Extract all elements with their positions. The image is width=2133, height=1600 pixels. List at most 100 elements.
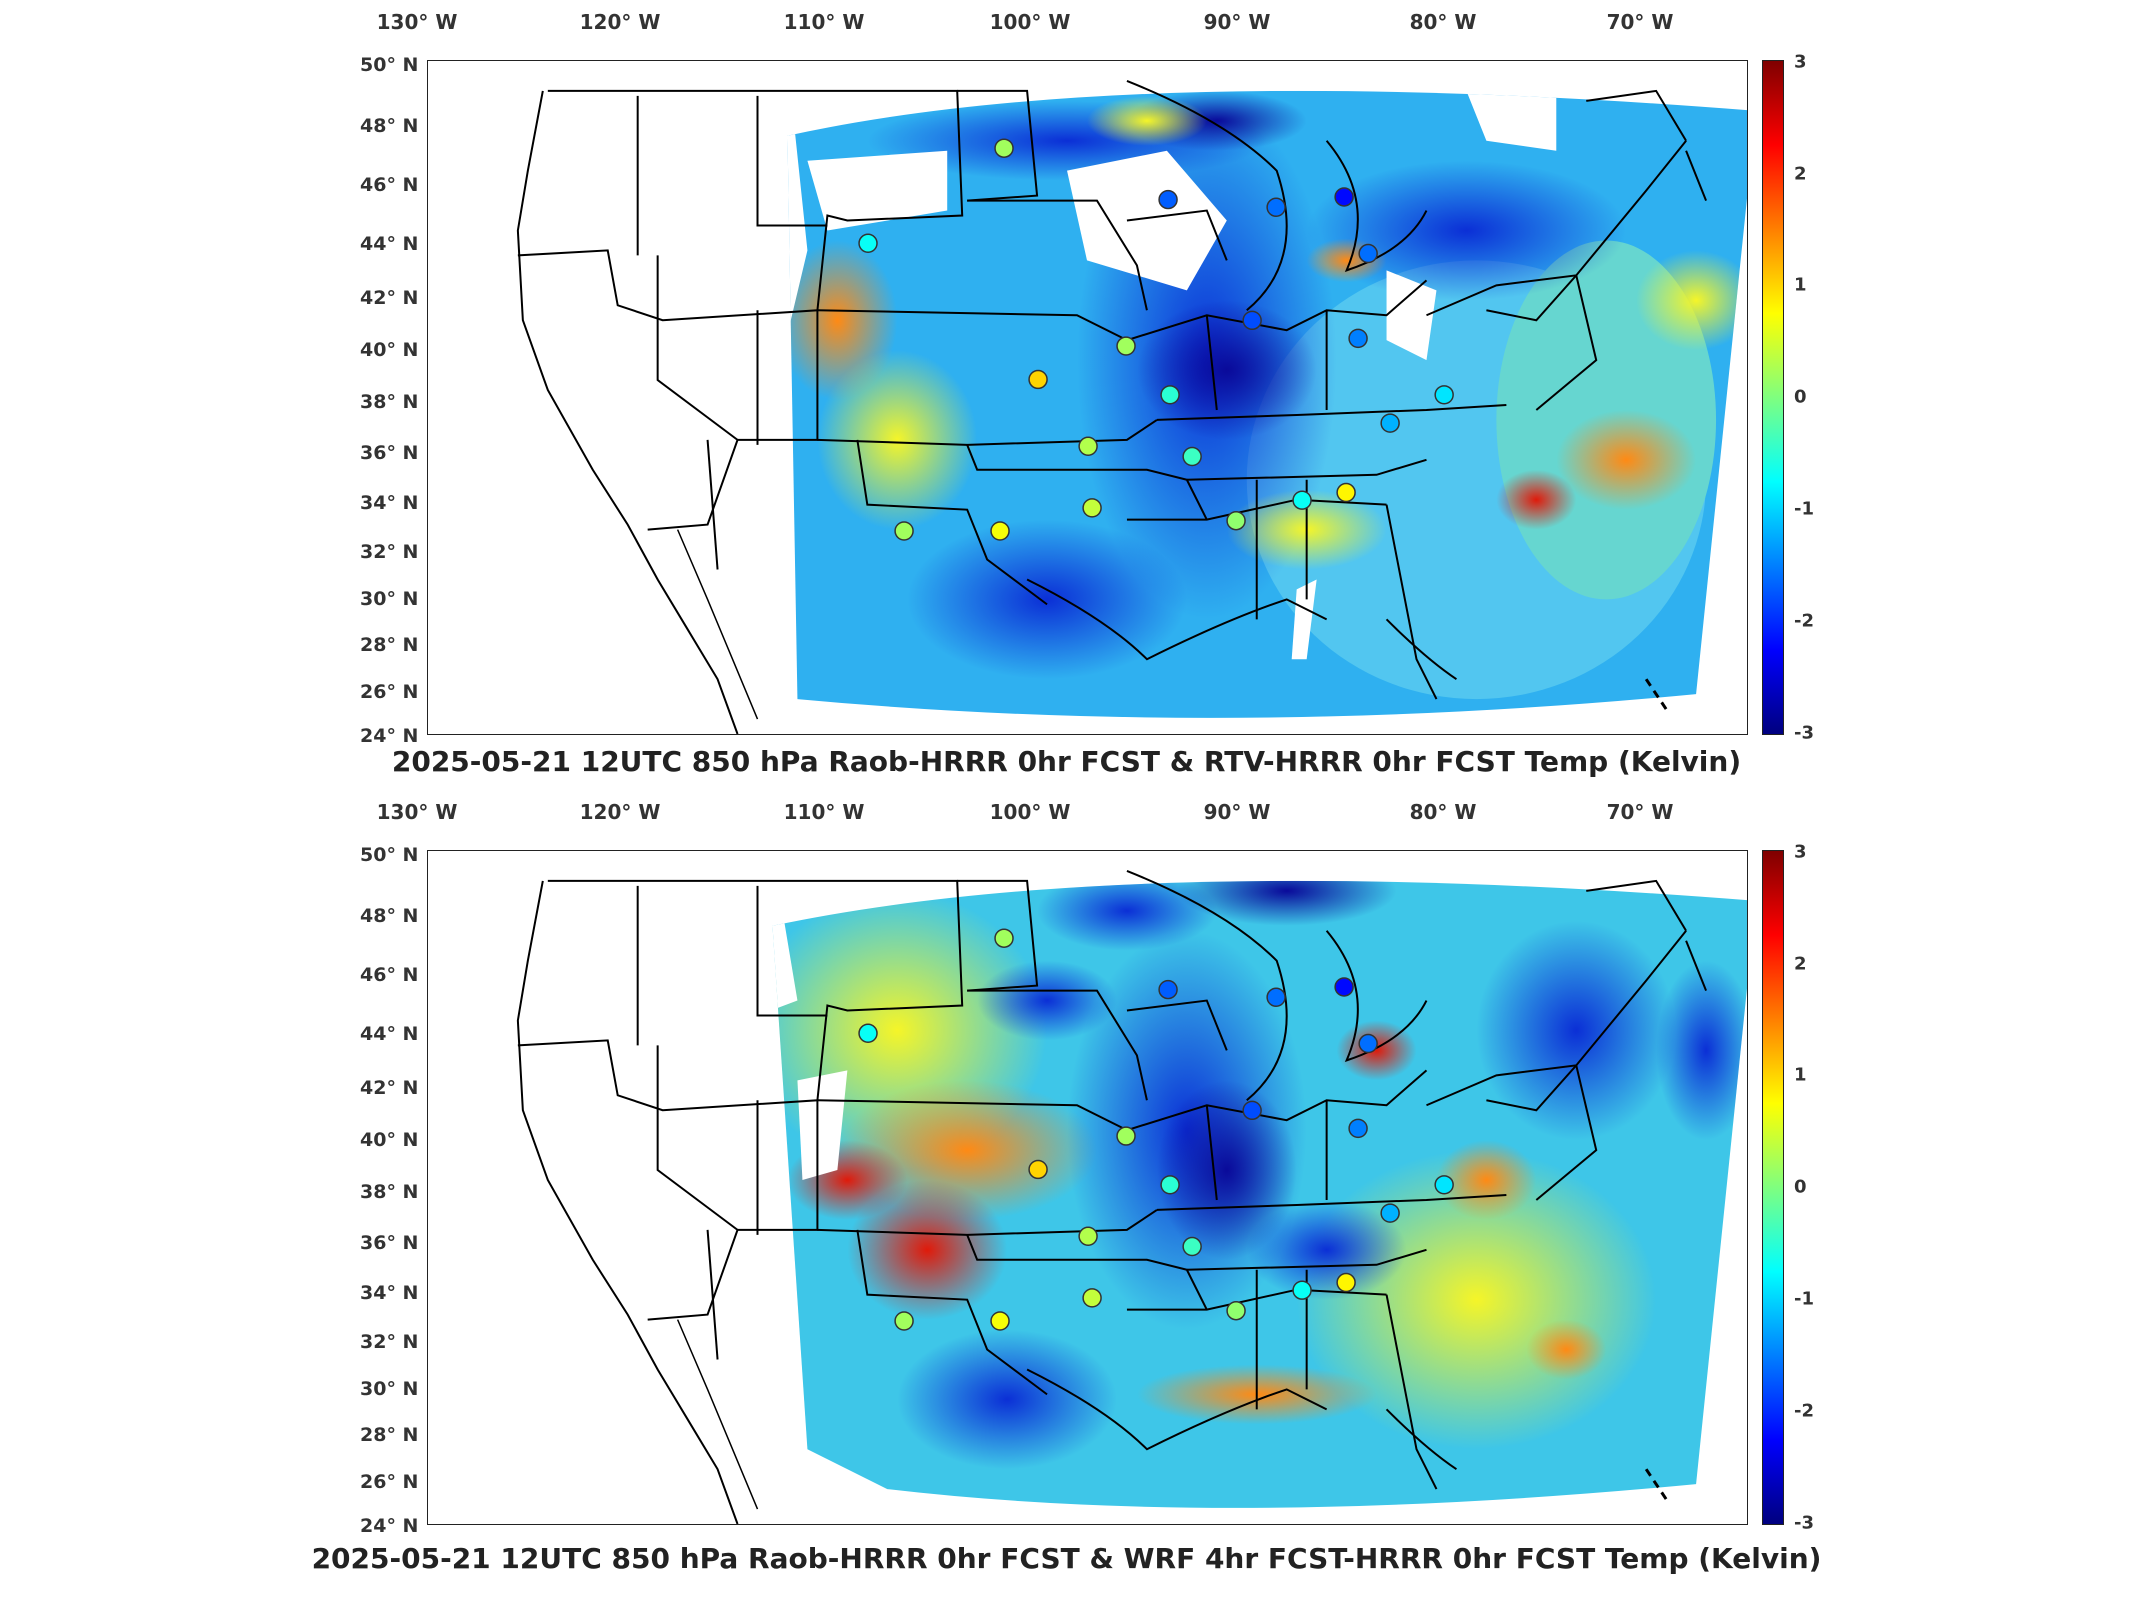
colorbar	[1762, 850, 1784, 1525]
raob-station-marker	[1242, 1100, 1262, 1121]
lon-tick-label: 130° W	[376, 10, 458, 34]
raob-station-marker	[1158, 979, 1178, 1000]
raob-station-marker	[1116, 336, 1136, 356]
lat-tick-label: 36° N	[360, 442, 419, 464]
raob-station-marker	[1116, 1126, 1136, 1146]
raob-station-marker	[1434, 1175, 1454, 1195]
raob-station-marker	[858, 233, 878, 253]
lat-tick-label: 44° N	[360, 233, 419, 255]
lat-tick-label: 34° N	[360, 492, 419, 514]
lat-tick-label: 34° N	[360, 1282, 419, 1304]
raob-station-marker	[1334, 187, 1354, 207]
raob-station-marker	[1348, 328, 1368, 349]
temperature-field	[787, 90, 1747, 718]
colorbar-tick: -3	[1794, 1512, 1814, 1534]
lon-tick-label: 110° W	[783, 10, 865, 34]
lat-tick-label: 40° N	[360, 1129, 419, 1151]
lat-tick-label: 38° N	[360, 1181, 419, 1203]
panel-title: 2025-05-21 12UTC 850 hPa Raob-HRRR 0hr F…	[391, 745, 1742, 778]
raob-station-marker	[1266, 987, 1286, 1007]
raob-station-marker	[1078, 436, 1098, 456]
lat-tick-label: 28° N	[360, 1424, 419, 1446]
lat-tick-label: 46° N	[360, 964, 419, 986]
lat-tick-label: 26° N	[360, 1471, 419, 1493]
raob-station-marker	[1336, 482, 1356, 503]
state-boundaries	[517, 80, 1707, 700]
raob-station-marker	[1434, 385, 1454, 405]
lat-tick-label: 42° N	[360, 1077, 419, 1099]
colorbar	[1762, 60, 1784, 735]
raob-station-marker	[1226, 511, 1246, 531]
raob-station-marker	[1082, 498, 1102, 518]
lat-tick-label: 32° N	[360, 1331, 419, 1353]
colorbar-tick: 3	[1794, 841, 1807, 863]
raob-station-marker	[894, 1311, 914, 1331]
lon-tick-label: 130° W	[376, 800, 458, 824]
colorbar-tick: -1	[1794, 498, 1814, 520]
raob-station-marker	[990, 521, 1010, 541]
map-svg	[516, 870, 1747, 1524]
raob-station-marker	[994, 138, 1014, 158]
lat-tick-label: 40° N	[360, 339, 419, 361]
raob-station-marker	[1182, 1236, 1202, 1257]
lat-tick-label: 24° N	[360, 725, 419, 747]
raob-station-marker	[990, 1311, 1010, 1331]
lat-tick-label: 50° N	[360, 844, 419, 866]
lat-tick-label: 32° N	[360, 541, 419, 563]
raob-station-marker	[1160, 1175, 1180, 1195]
panel-title: 2025-05-21 12UTC 850 hPa Raob-HRRR 0hr F…	[311, 1542, 1822, 1575]
colorbar-tick: -3	[1794, 722, 1814, 744]
raob-station-marker	[1380, 1203, 1400, 1223]
lat-tick-label: 42° N	[360, 287, 419, 309]
lat-tick-label: 44° N	[360, 1023, 419, 1045]
raob-station-marker	[1334, 977, 1354, 997]
raob-station-marker	[1380, 413, 1400, 433]
lon-tick-label: 120° W	[579, 800, 661, 824]
state-boundaries	[517, 870, 1707, 1490]
lon-tick-label: 90° W	[1203, 800, 1271, 824]
colorbar-tick: -1	[1794, 1288, 1814, 1310]
map-panel-bottom: 130° W 120° W 110° W 100° W 90° W 80° W …	[0, 790, 2133, 1600]
raob-station-marker	[1226, 1301, 1246, 1321]
lat-tick-label: 30° N	[360, 1378, 419, 1400]
raob-station-marker	[1242, 310, 1262, 331]
temperature-field	[772, 880, 1747, 1508]
raob-station-marker	[1348, 1118, 1368, 1139]
lon-tick-label: 80° W	[1409, 800, 1477, 824]
raob-station-marker	[1292, 490, 1312, 510]
lat-tick-label: 30° N	[360, 588, 419, 610]
raob-station-marker	[1182, 446, 1202, 467]
raob-station-marker	[1160, 385, 1180, 405]
lat-tick-label: 46° N	[360, 174, 419, 196]
map-panel-top: 130° W 120° W 110° W 100° W 90° W 80° W …	[0, 0, 2133, 790]
lat-tick-label: 38° N	[360, 391, 419, 413]
colorbar-tick: 1	[1794, 1064, 1807, 1086]
raob-station-marker	[1358, 243, 1378, 264]
map-area	[427, 850, 1748, 1525]
lat-tick-label: 26° N	[360, 681, 419, 703]
lat-tick-label: 48° N	[360, 905, 419, 927]
colorbar-tick: 3	[1794, 51, 1807, 73]
raob-station-marker	[994, 928, 1014, 948]
colorbar-tick: -2	[1794, 610, 1814, 632]
raob-station-marker	[1266, 197, 1286, 217]
raob-station-marker	[894, 521, 914, 541]
lat-tick-label: 24° N	[360, 1515, 419, 1537]
raob-stations	[858, 138, 1454, 541]
colorbar-tick: 2	[1794, 953, 1807, 975]
raob-station-marker	[858, 1023, 878, 1043]
raob-station-marker	[1336, 1272, 1356, 1293]
lat-tick-label: 48° N	[360, 115, 419, 137]
raob-station-marker	[1028, 1159, 1048, 1180]
lat-tick-label: 50° N	[360, 54, 419, 76]
lon-tick-label: 70° W	[1606, 10, 1674, 34]
raob-stations	[858, 928, 1454, 1331]
lon-tick-label: 100° W	[989, 10, 1071, 34]
lon-tick-label: 120° W	[579, 10, 661, 34]
raob-station-marker	[1158, 189, 1178, 210]
raob-station-marker	[1358, 1033, 1378, 1054]
raob-station-marker	[1078, 1226, 1098, 1246]
map-area	[427, 60, 1748, 735]
raob-station-marker	[1082, 1288, 1102, 1308]
lon-tick-label: 70° W	[1606, 800, 1674, 824]
